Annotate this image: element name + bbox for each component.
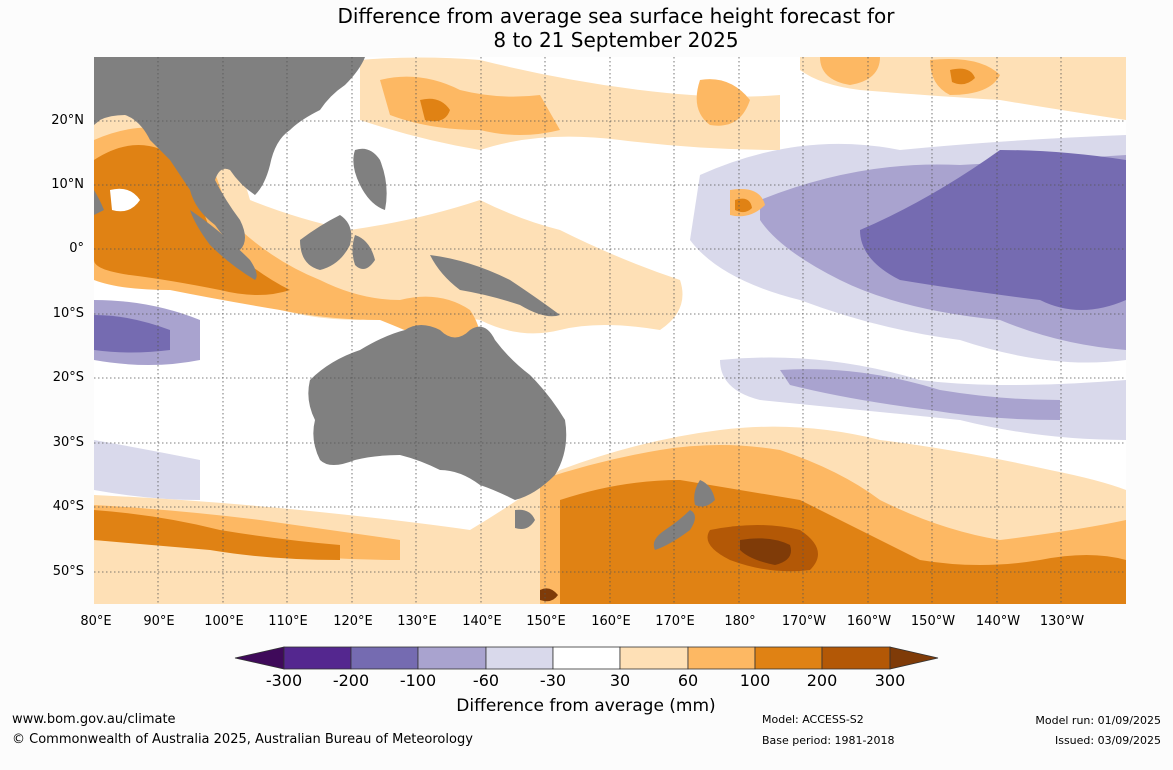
chart-title: Difference from average sea surface heig… bbox=[0, 4, 1173, 52]
lon-label-90e: 90°E bbox=[143, 614, 175, 629]
lat-label-40s: 40°S bbox=[52, 499, 84, 514]
sulawesi bbox=[352, 235, 375, 269]
lon-label-110e: 110°E bbox=[268, 614, 308, 629]
footer-model-run: Model run: 01/09/2025 bbox=[1035, 714, 1161, 727]
lon-label-80e: 80°E bbox=[80, 614, 112, 629]
lon-label-160w: 160°W bbox=[846, 614, 892, 629]
lat-label-10n: 10°N bbox=[51, 177, 84, 192]
india-tip bbox=[94, 190, 104, 215]
footer-model: Model: ACCESS-S2 bbox=[762, 713, 864, 726]
lon-label-150e: 150°E bbox=[526, 614, 566, 629]
colorbar-label: -100 bbox=[399, 671, 437, 690]
title-line-1: Difference from average sea surface heig… bbox=[337, 4, 895, 28]
colorbar-label: -200 bbox=[332, 671, 370, 690]
lat-label-20n: 20°N bbox=[51, 113, 84, 128]
philippines bbox=[353, 148, 387, 210]
lon-label-120e: 120°E bbox=[333, 614, 373, 629]
footer-base-period: Base period: 1981-2018 bbox=[762, 734, 895, 747]
colorbar-label: -30 bbox=[539, 671, 567, 690]
colorbar-label: 200 bbox=[806, 671, 838, 690]
new-guinea bbox=[430, 255, 560, 317]
new-zealand-north bbox=[694, 480, 715, 507]
tasmania bbox=[515, 509, 535, 529]
colorbar-label: -300 bbox=[265, 671, 303, 690]
lon-label-160e: 160°E bbox=[591, 614, 631, 629]
colorbar-title: Difference from average (mm) bbox=[456, 696, 716, 716]
lon-label-140e: 140°E bbox=[462, 614, 502, 629]
lat-label-50s: 50°S bbox=[52, 564, 84, 579]
lat-label-20s: 20°S bbox=[52, 370, 84, 385]
lon-label-150w: 150°W bbox=[910, 614, 956, 629]
borneo bbox=[300, 215, 352, 270]
lat-label-30s: 30°S bbox=[52, 435, 84, 450]
footer-url[interactable]: www.bom.gov.au/climate bbox=[12, 712, 176, 727]
colorbar-label: -60 bbox=[472, 671, 500, 690]
lat-label-10s: 10°S bbox=[52, 306, 84, 321]
colorbar-label: 300 bbox=[874, 671, 906, 690]
colorbar-high-extend bbox=[889, 646, 939, 670]
lon-label-170e: 170°E bbox=[655, 614, 695, 629]
australia bbox=[308, 325, 567, 500]
footer-copyright: © Commonwealth of Australia 2025, Austra… bbox=[12, 732, 473, 747]
title-line-2: 8 to 21 September 2025 bbox=[493, 28, 739, 52]
colorbar-label: 60 bbox=[677, 671, 699, 690]
map-gridlines bbox=[94, 57, 1126, 604]
colorbar-low-extend bbox=[234, 646, 285, 670]
colorbar-label: 100 bbox=[739, 671, 771, 690]
lon-label-130e: 130°E bbox=[397, 614, 437, 629]
lon-label-170w: 170°W bbox=[781, 614, 827, 629]
colorbar bbox=[234, 646, 939, 670]
asia-landmass bbox=[94, 57, 365, 250]
land-masses bbox=[94, 57, 715, 550]
lon-label-140w: 140°W bbox=[975, 614, 1021, 629]
lon-label-130w: 130°W bbox=[1039, 614, 1085, 629]
lat-label-0: 0° bbox=[69, 241, 84, 256]
lon-label-180: 180° bbox=[724, 614, 756, 629]
lon-label-100e: 100°E bbox=[204, 614, 244, 629]
negative-anomaly-region-east-pacific-core bbox=[860, 150, 1126, 310]
colorbar-label: 30 bbox=[609, 671, 631, 690]
footer-issued: Issued: 03/09/2025 bbox=[1054, 734, 1161, 747]
